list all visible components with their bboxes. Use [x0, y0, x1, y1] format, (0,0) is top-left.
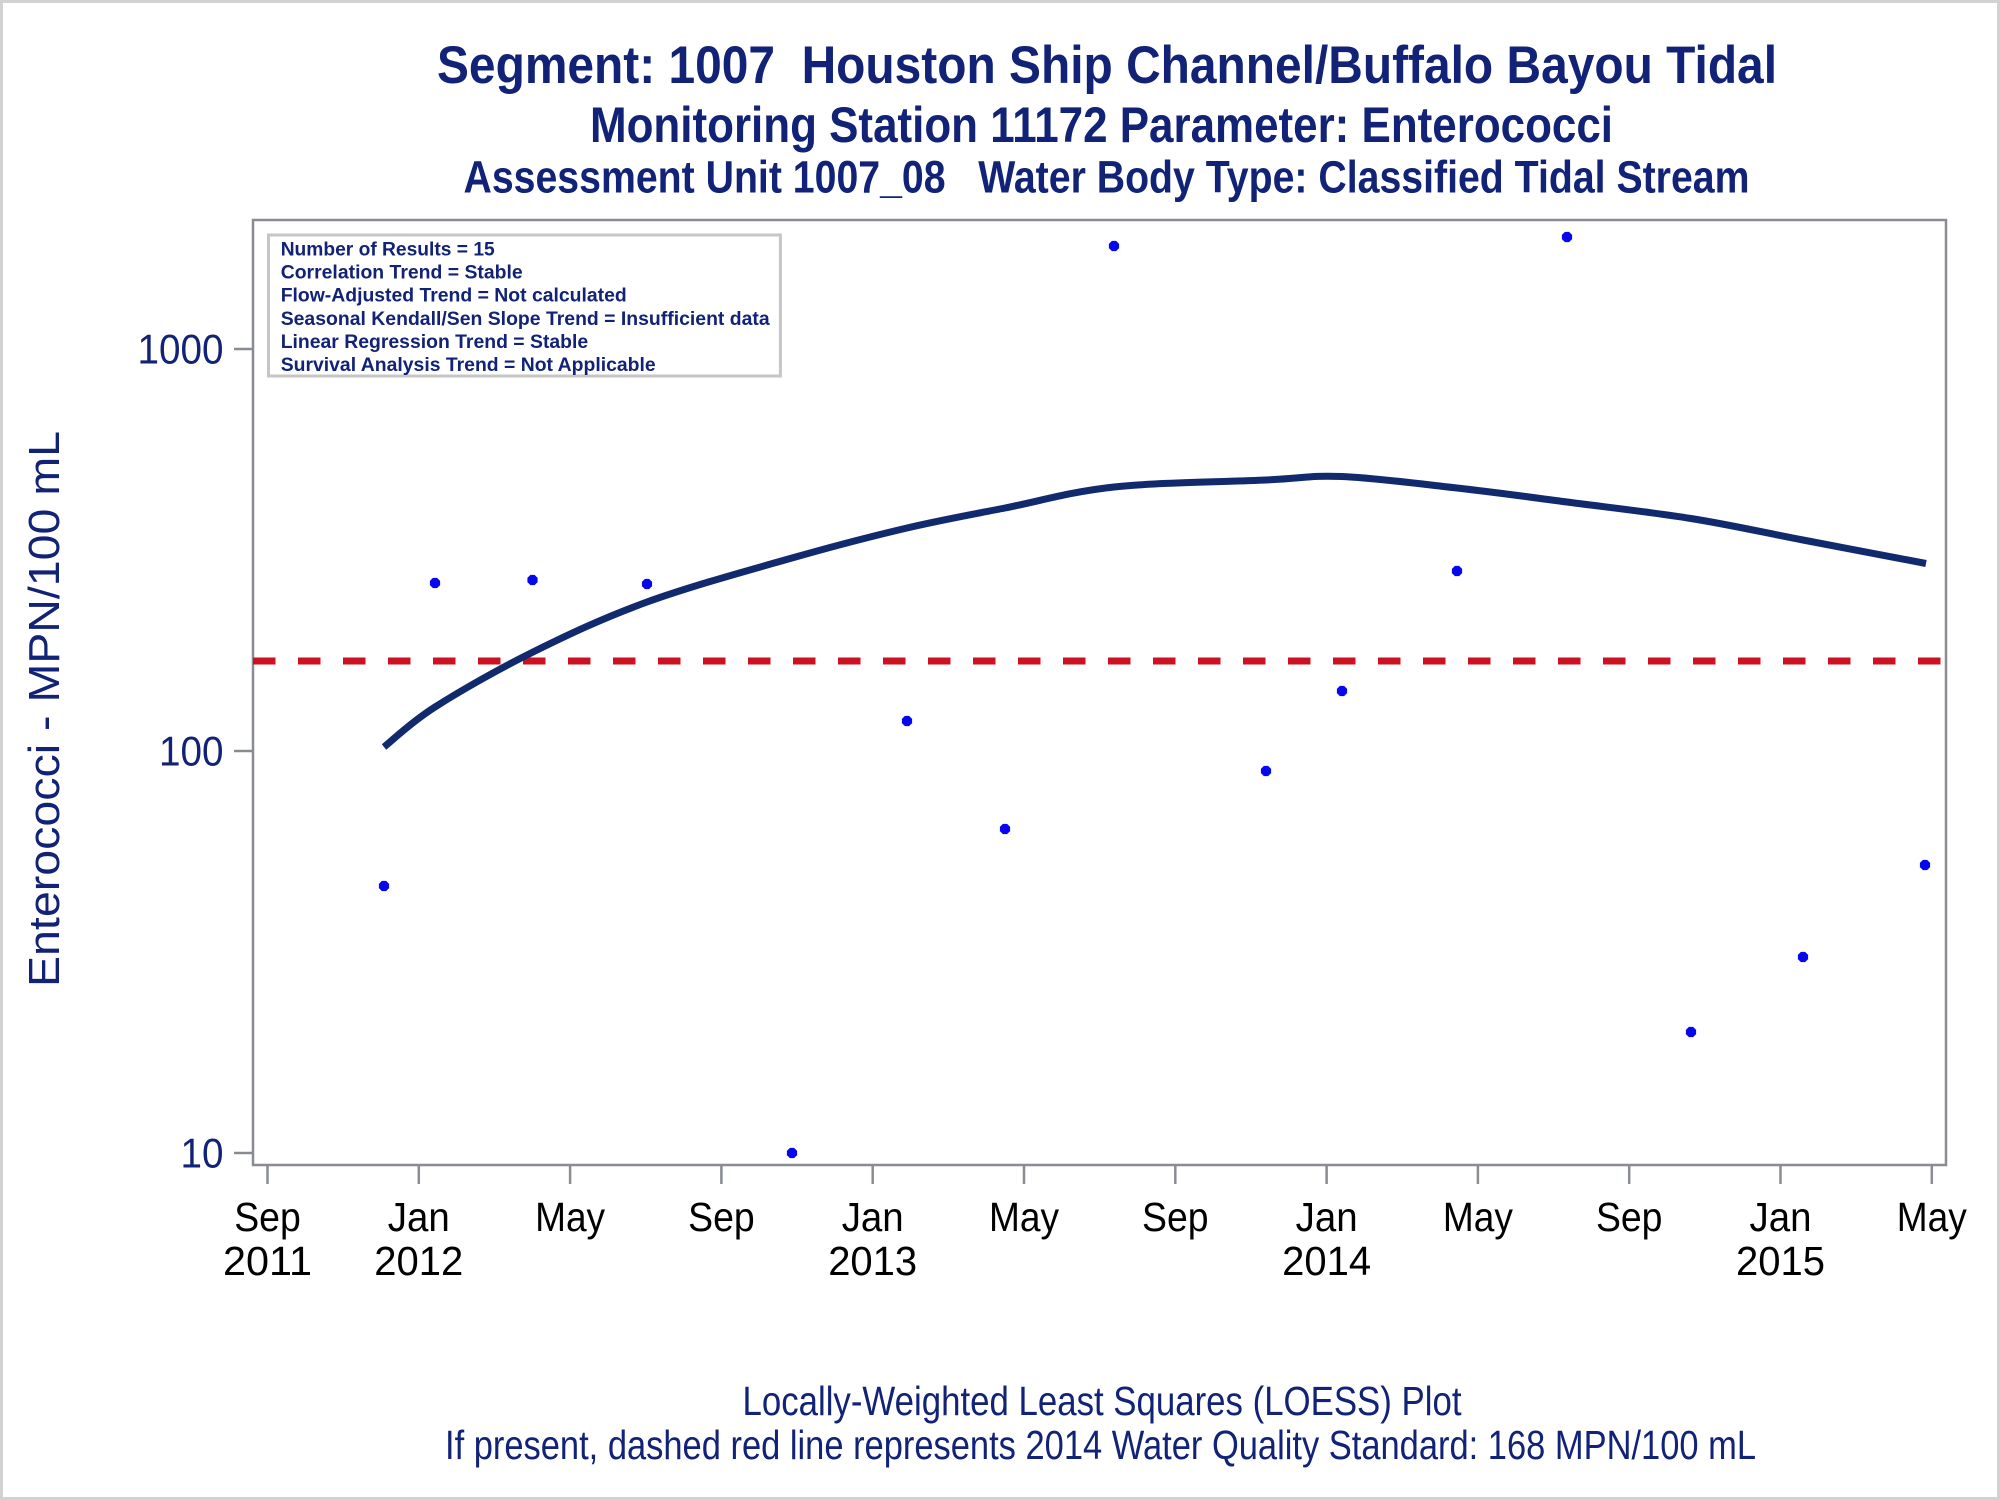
svg-text:Linear Regression Trend = Stab: Linear Regression Trend = Stable: [281, 331, 589, 353]
svg-text:Sep: Sep: [1596, 1194, 1663, 1240]
svg-text:1000: 1000: [138, 326, 224, 373]
svg-text:2011: 2011: [223, 1238, 312, 1284]
svg-text:Segment: 1007 Houston Ship Ch: Segment: 1007 Houston Ship Channel/Buffa…: [437, 36, 1777, 95]
svg-text:Jan: Jan: [1750, 1194, 1812, 1240]
svg-text:Enterococci - MPN/100 mL: Enterococci - MPN/100 mL: [20, 431, 69, 987]
svg-text:May: May: [535, 1194, 605, 1240]
svg-text:Sep: Sep: [1142, 1194, 1209, 1240]
svg-text:Seasonal Kendall/Sen Slope Tre: Seasonal Kendall/Sen Slope Trend = Insuf…: [281, 308, 770, 330]
svg-text:Correlation Trend = Stable: Correlation Trend = Stable: [281, 262, 523, 284]
svg-text:Sep: Sep: [688, 1194, 755, 1240]
svg-text:Locally-Weighted Least Squares: Locally-Weighted Least Squares (LOESS) P…: [743, 1378, 1462, 1424]
svg-text:Flow-Adjusted Trend = Not calc: Flow-Adjusted Trend = Not calculated: [281, 285, 627, 307]
svg-text:Monitoring Station 11172 Param: Monitoring Station 11172 Parameter: Ente…: [590, 97, 1613, 153]
svg-text:2013: 2013: [828, 1238, 917, 1284]
svg-text:Survival Analysis Trend = Not: Survival Analysis Trend = Not Applicable: [281, 354, 656, 376]
svg-text:100: 100: [159, 728, 224, 775]
svg-text:Sep: Sep: [234, 1194, 301, 1240]
svg-text:If present, dashed red line re: If present, dashed red line represents 2…: [445, 1422, 1756, 1468]
svg-text:2014: 2014: [1282, 1238, 1371, 1284]
svg-text:Jan: Jan: [388, 1194, 450, 1240]
svg-text:2012: 2012: [374, 1238, 463, 1284]
svg-text:May: May: [989, 1194, 1059, 1240]
svg-text:May: May: [1897, 1194, 1967, 1240]
svg-text:Assessment Unit 1007_08 Wate: Assessment Unit 1007_08 Water Body Type:…: [464, 152, 1750, 203]
svg-text:May: May: [1443, 1194, 1513, 1240]
svg-text:10: 10: [181, 1130, 224, 1177]
svg-text:Jan: Jan: [842, 1194, 904, 1240]
svg-text:Jan: Jan: [1296, 1194, 1358, 1240]
svg-text:2015: 2015: [1736, 1238, 1825, 1284]
svg-text:Number of Results = 15: Number of Results = 15: [281, 239, 495, 261]
